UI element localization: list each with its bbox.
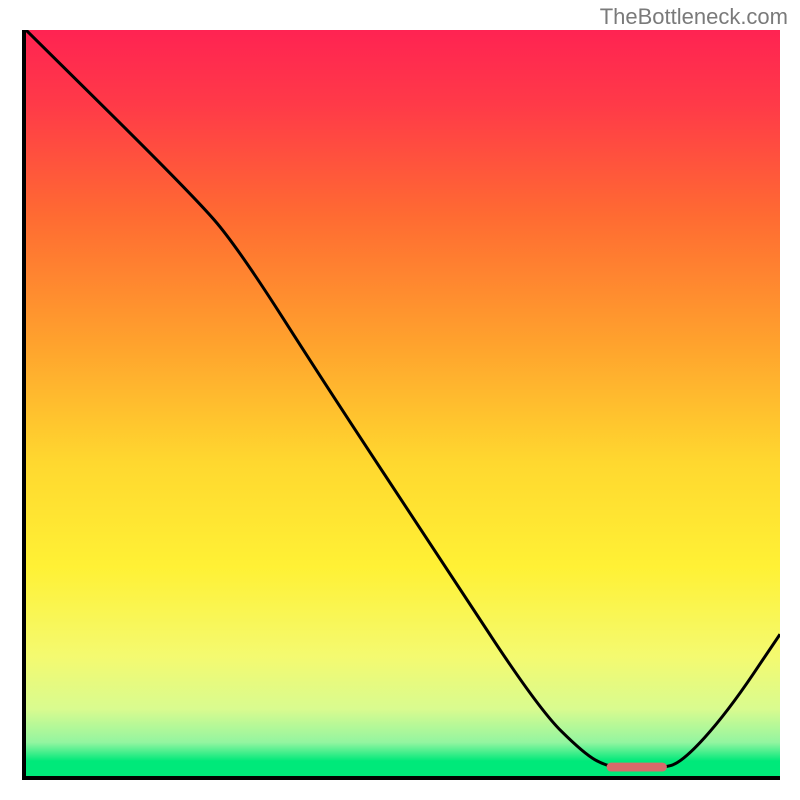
curve-line	[26, 30, 780, 776]
figure-root: TheBottleneck.com	[0, 0, 800, 800]
plot-area	[22, 30, 780, 780]
watermark-text: TheBottleneck.com	[600, 4, 788, 30]
bottleneck-curve	[26, 30, 780, 769]
